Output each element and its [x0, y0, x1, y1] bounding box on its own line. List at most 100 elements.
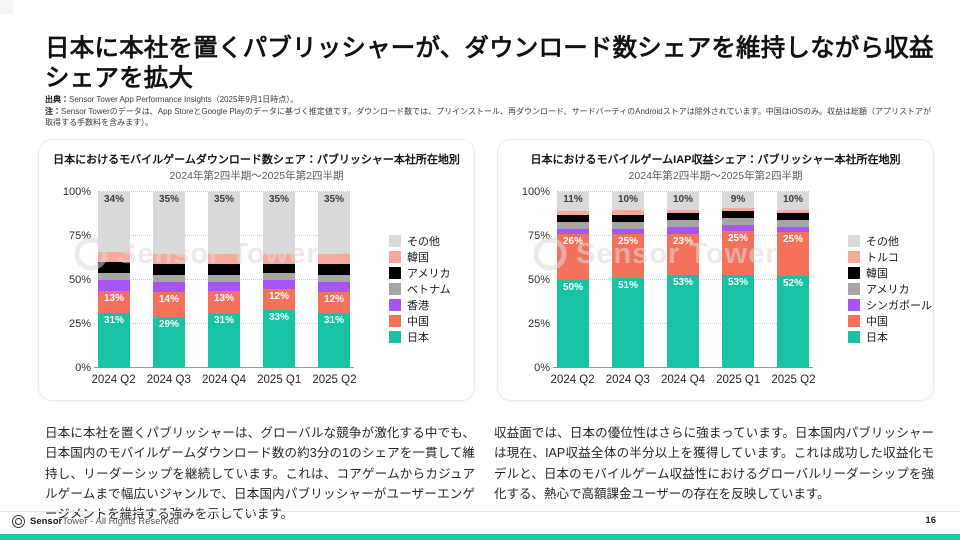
segment-value-label: 31% [103, 315, 124, 327]
y-axis: 0% 25% 50% 75% 100% [506, 186, 550, 374]
source-label: 出典： [45, 95, 69, 104]
bar-segment: 33% [263, 309, 295, 368]
legend-label: 中国 [407, 316, 429, 329]
y-tick-label: 50% [68, 274, 91, 286]
legend-label: アメリカ [407, 268, 451, 281]
legend-swatch [389, 283, 401, 296]
bar-segment [777, 227, 809, 233]
bar-segment [667, 220, 699, 228]
segment-value-label: 35% [268, 194, 289, 206]
legend-swatch [389, 299, 401, 312]
bar-segment: 31% [208, 313, 240, 368]
bar-segment [612, 214, 644, 222]
legend: その他 トルコ 韓国 アメリカ シンガポール 中国 日本 [848, 235, 932, 344]
x-tick-label: 2024 Q4 [660, 374, 706, 386]
bar-segment [98, 273, 130, 281]
bar-segment [722, 225, 754, 231]
bar-segment [263, 264, 295, 273]
source-text: Sensor Tower App Performance Insights（20… [69, 95, 299, 104]
y-tick-label: 75% [527, 230, 550, 242]
legend-label: トルコ [866, 252, 899, 265]
legend-label: シンガポール [866, 300, 932, 313]
legend-swatch [389, 315, 401, 328]
stacked-bar: 53% 25% 9% [722, 192, 754, 368]
legend-swatch [848, 235, 860, 248]
stacked-bar: 31% 13% 35% [208, 192, 240, 368]
bar-segment: 29% [153, 316, 185, 368]
legend-label: 日本 [407, 332, 429, 345]
footer-rights: - All Rights Reserved [87, 516, 179, 527]
chart-subtitle: 2024年第2四半期〜2025年第2四半期 [628, 170, 803, 182]
bar-segment: 35% [318, 192, 350, 254]
legend-item: アメリカ [848, 283, 932, 296]
bar-segment [777, 220, 809, 228]
y-tick-label: 0% [75, 362, 91, 374]
bar-segment: 10% [777, 192, 809, 210]
legend-swatch [848, 267, 860, 280]
bar-segment: 53% [722, 274, 754, 368]
bar-segment: 35% [208, 192, 240, 254]
footer: SensorTower - All Rights Reserved [12, 515, 179, 528]
gridline [98, 191, 350, 192]
legend-label: その他 [866, 236, 899, 249]
segment-value-label: 14% [158, 294, 179, 306]
segment-value-label: 10% [672, 194, 693, 206]
accent-bottom-bar [0, 534, 960, 540]
bar-segment: 35% [153, 192, 185, 254]
bar-segment [557, 228, 589, 235]
bar-segment [153, 281, 185, 293]
legend-label: 香港 [407, 300, 429, 313]
bar-segment [263, 253, 295, 265]
bar-segment [318, 274, 350, 282]
segment-value-label: 9% [730, 194, 746, 206]
legend-item: 日本 [389, 331, 451, 344]
bar-segment [98, 251, 130, 263]
bar-segment [722, 211, 754, 219]
legend-label: 韓国 [407, 252, 429, 265]
segment-value-label: 53% [727, 276, 748, 288]
legend-swatch [389, 251, 401, 264]
bar-segment [777, 213, 809, 221]
page-title: 日本に本社を置くパブリッシャーが、ダウンロード数シェアを維持しながら収益シェアを… [45, 35, 934, 92]
bar-segment [153, 253, 185, 265]
y-tick-label: 100% [521, 186, 550, 198]
legend-item: その他 [389, 235, 451, 248]
bar-segment [153, 264, 185, 275]
legend-swatch [389, 267, 401, 280]
legend-label: その他 [407, 236, 440, 249]
x-tick-label: 2025 Q1 [716, 374, 761, 386]
bar-segment: 12% [318, 292, 350, 314]
x-tick-label: 2025 Q2 [771, 374, 816, 386]
bar-segment: 31% [318, 313, 350, 368]
plot-area: 50% 26% 11% 51% 25% 10% 53% 23% 10% 53% 25% 9% 52% 25… [553, 191, 813, 368]
bar-segment [208, 264, 240, 275]
x-axis: 2024 Q2 2024 Q3 2024 Q4 2025 Q1 2025 Q2 [545, 374, 821, 386]
x-tick-label: 2024 Q2 [91, 374, 136, 386]
legend-label: 韓国 [866, 268, 888, 281]
bar-segment [722, 218, 754, 226]
segment-value-label: 13% [103, 292, 124, 304]
segment-value-label: 34% [103, 194, 124, 206]
segment-value-label: 10% [782, 194, 803, 206]
segment-value-label: 25% [617, 236, 638, 248]
bar-segment [98, 280, 130, 291]
segment-value-label: 10% [617, 194, 638, 206]
bar-segment [263, 272, 295, 281]
bars: 31% 13% 34% 29% 14% 35% 31% 13% 35% 33% 12% 35% 31% 1… [98, 192, 350, 368]
gridline [557, 191, 809, 192]
footer-brand-bold: Sensor [30, 516, 63, 527]
bar-segment: 10% [612, 192, 644, 210]
stacked-bar: 51% 25% 10% [612, 192, 644, 368]
legend-item: シンガポール [848, 299, 932, 312]
page-number: 16 [925, 515, 936, 526]
legend-item: ベトナム [389, 283, 451, 296]
segment-value-label: 50% [562, 282, 583, 293]
legend-label: アメリカ [866, 284, 910, 297]
bar-segment [612, 228, 644, 235]
chart-subtitle: 2024年第2四半期〜2025年第2四半期 [169, 170, 344, 182]
segment-value-label: 23% [672, 236, 693, 248]
source-line: 出典：Sensor Tower App Performance Insights… [45, 94, 933, 106]
x-tick-label: 2025 Q1 [257, 374, 302, 386]
legend: その他韓国アメリカベトナム香港中国日本 [389, 235, 451, 344]
